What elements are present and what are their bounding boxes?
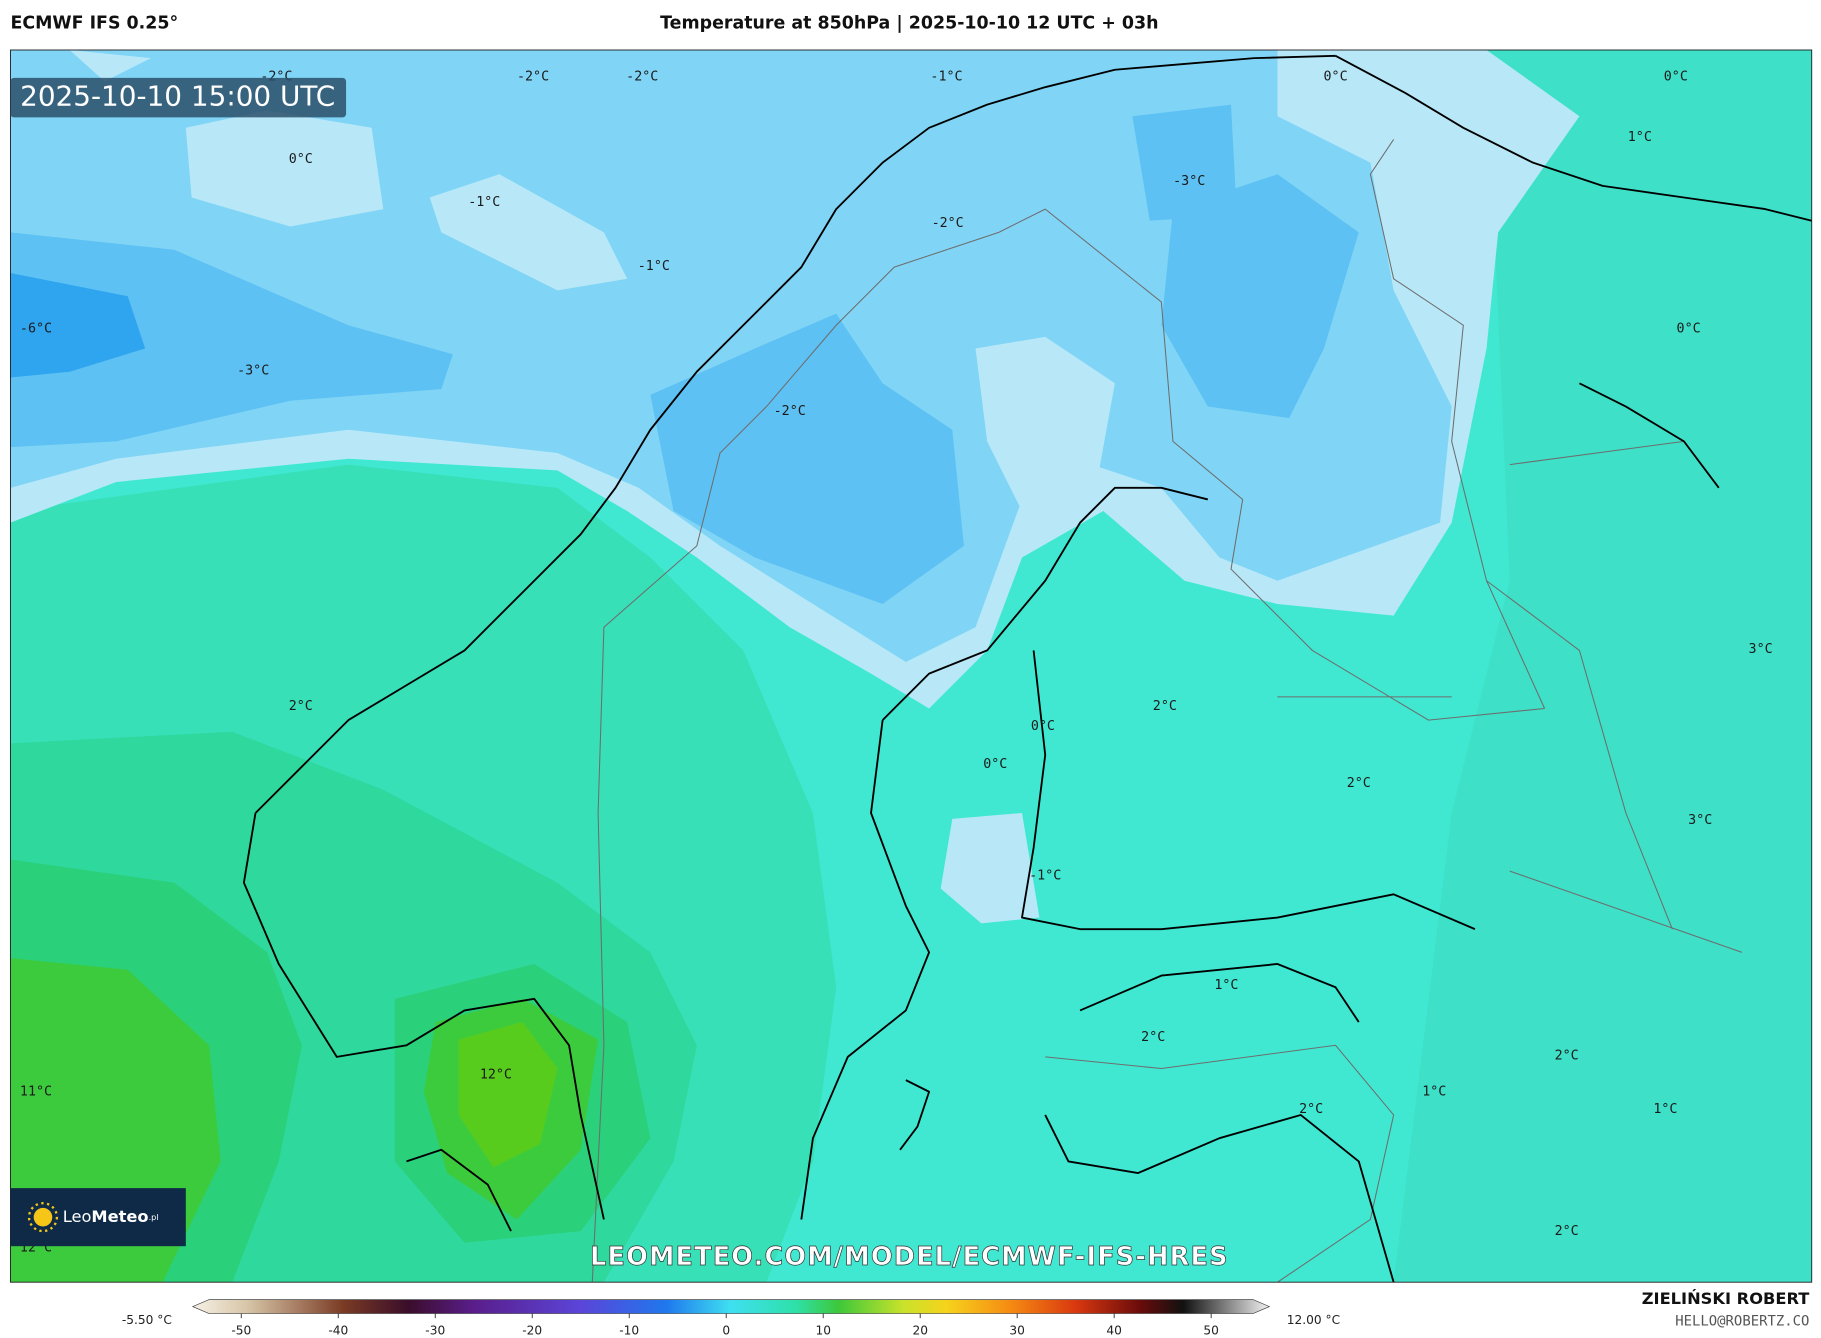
temperature-label: -3°C [1173, 174, 1205, 189]
logo-suffix: .pl [149, 1212, 159, 1222]
temperature-label: 0°C [1677, 322, 1701, 337]
colorbar-tick-label: 40 [1106, 1323, 1122, 1337]
colorbar-max-label: 12.00 °C [1287, 1313, 1340, 1327]
temperature-label: 11°C [20, 1085, 52, 1100]
coastline [242, 54, 1812, 1283]
temperature-label: 0°C [289, 152, 313, 167]
map [10, 49, 1812, 1283]
temperature-label: 0°C [1664, 70, 1688, 85]
field-contour [458, 1022, 558, 1168]
temperature-label: 3°C [1688, 813, 1712, 828]
colorbar-tick-label: 10 [815, 1323, 831, 1337]
colorbar-min-label: -5.50 °C [122, 1313, 172, 1327]
temperature-label: 2°C [289, 699, 313, 714]
colorbar-tick-label: 30 [1009, 1323, 1025, 1337]
temperature-label: -1°C [468, 195, 500, 210]
temperature-label: -1°C [638, 259, 670, 274]
colorbar [191, 1299, 1271, 1314]
timestamp-box [10, 77, 347, 118]
author-name: ZIELIŃSKI ROBERT [1642, 1289, 1810, 1308]
colorbar-tick-label: -30 [425, 1323, 445, 1337]
temperature-label: 12°C [480, 1067, 512, 1082]
temperature-label: 2°C [1555, 1224, 1579, 1239]
temperature-label: 2°C [1555, 1049, 1579, 1064]
temperature-label: 3°C [1749, 642, 1773, 657]
logo-text: LeoMeteo.pl [63, 1207, 159, 1226]
temperature-label: 2°C [1141, 1030, 1165, 1045]
field-contour [10, 104, 1359, 604]
logo-first: Leo [63, 1207, 92, 1226]
field-contour [69, 49, 1115, 512]
colorbar-tick-label: -40 [328, 1323, 348, 1337]
temperature-label: 1°C [1628, 130, 1652, 145]
colorbar-tick-label: -50 [231, 1323, 251, 1337]
colorbar-tick-label: -20 [522, 1323, 542, 1337]
temperature-label: -2°C [774, 404, 806, 419]
temperature-label: -2°C [517, 70, 549, 85]
colorbar-tick-label: -10 [619, 1323, 639, 1337]
colorbar-tick-label: 50 [1203, 1323, 1219, 1337]
temperature-label: 2°C [1299, 1102, 1323, 1117]
watermark: LEOMETEO.COM/MODEL/ECMWF-IFS-HRES [590, 1242, 1229, 1272]
logo-sun [33, 1207, 53, 1227]
temperature-label: -1°C [1029, 869, 1061, 884]
logo-rays [27, 1202, 59, 1233]
temperature-label: 0°C [1031, 719, 1055, 734]
model-name: ECMWF IFS 0.25° [10, 13, 178, 33]
border [591, 139, 1743, 1283]
logo-second: Meteo [91, 1207, 148, 1226]
temperature-label: 0°C [1324, 70, 1348, 85]
temperature-label: 0°C [983, 757, 1007, 772]
temperature-label: -2°C [626, 70, 658, 85]
map-title: Temperature at 850hPa | 2025-10-10 12 UT… [660, 13, 1158, 33]
colorbar-tick-label: 20 [912, 1323, 928, 1337]
field-contour [940, 813, 1040, 924]
temperature-label: 1°C [1653, 1102, 1677, 1117]
temperature-label: -6°C [20, 322, 52, 337]
temperature-label: -3°C [237, 364, 269, 379]
temperature-label: -2°C [932, 216, 964, 231]
field-contour [1393, 49, 1812, 1283]
colorbar-tick-label: 0 [722, 1323, 730, 1337]
temperature-label: 1°C [1422, 1085, 1446, 1100]
field-contour [10, 272, 146, 378]
temperature-label: 2°C [1153, 699, 1177, 714]
temperature-label: 1°C [1214, 978, 1238, 993]
temperature-label: 2°C [1347, 776, 1371, 791]
temperature-label: -1°C [930, 70, 962, 85]
map-frame [9, 49, 1813, 1283]
timestamp: 2025-10-10 15:00 UTC [20, 80, 335, 113]
author-email: HELLO@ROBERTZ.CO [1675, 1314, 1809, 1330]
